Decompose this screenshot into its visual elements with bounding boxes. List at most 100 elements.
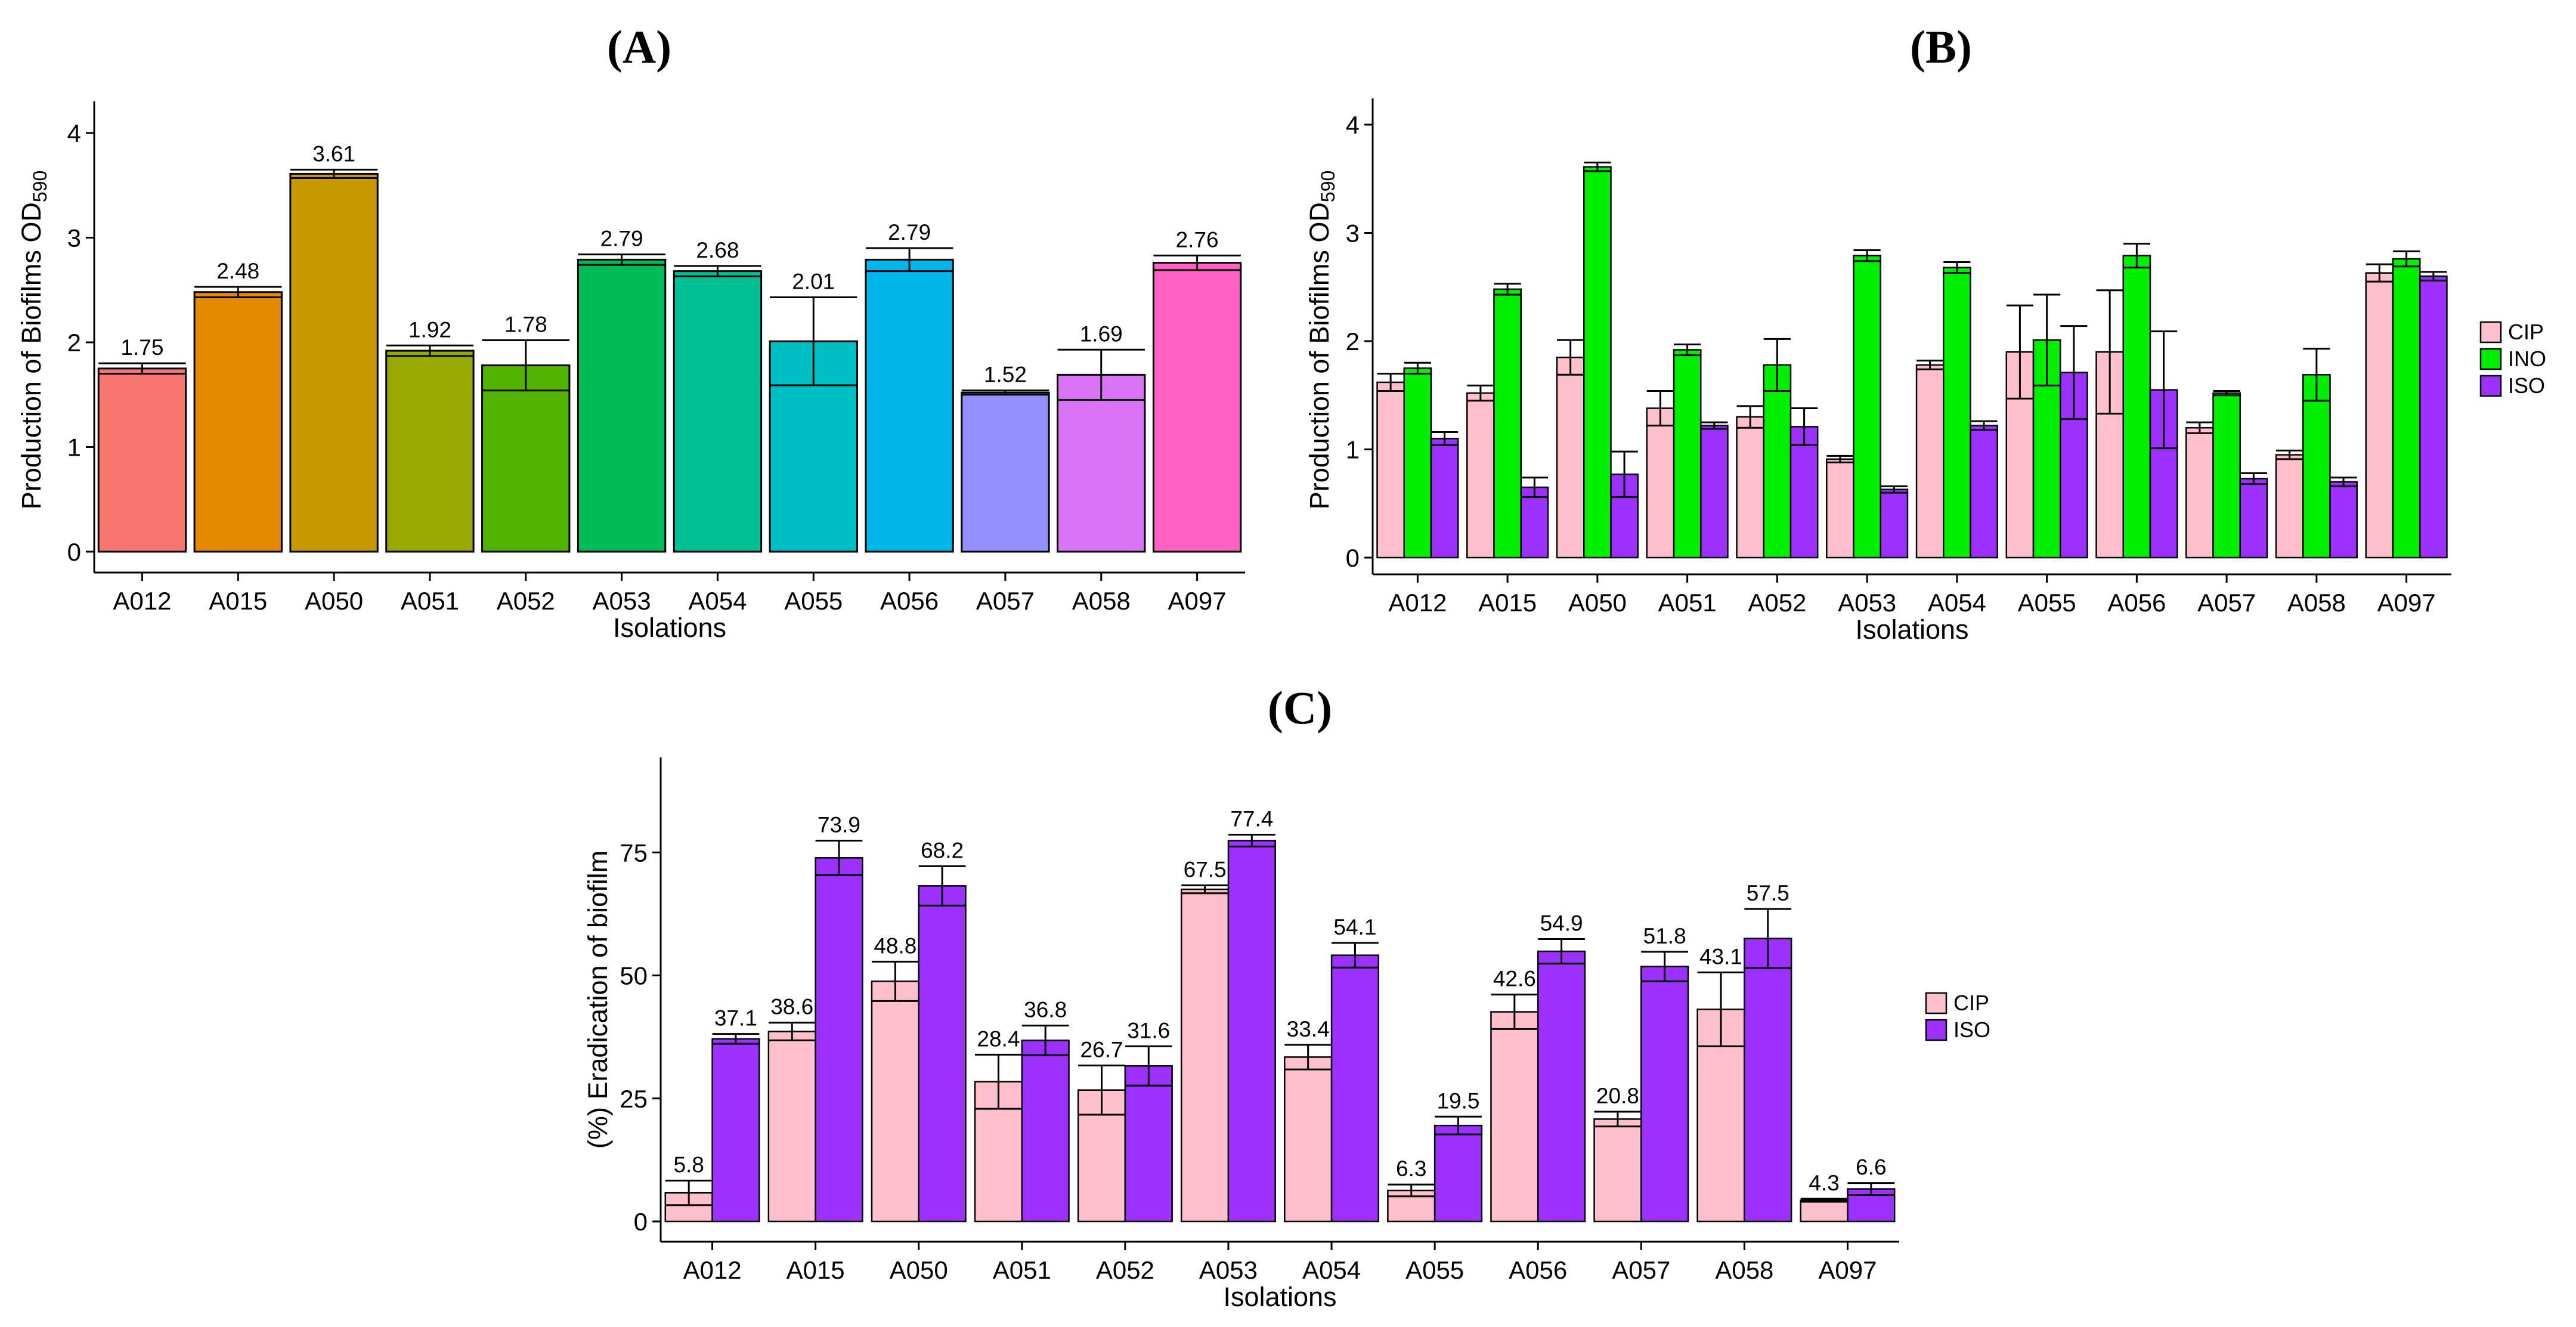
bar-iso-a052 [1124, 1065, 1173, 1223]
y-axis-title-main: Production of Biofilms OD [1304, 202, 1335, 509]
panel-b-title: (B) [1910, 21, 1972, 73]
x-tick-label: A053 [593, 587, 651, 615]
legend-label-iso: ISO [1953, 1017, 1990, 1042]
bar-cip-a050 [1556, 356, 1585, 559]
x-tick-label: A015 [1478, 589, 1537, 617]
bar-cip-a053 [1826, 458, 1854, 559]
y-axis-title: Production of Biofilms OD590 [1304, 171, 1339, 510]
bar-iso-a054 [1330, 954, 1380, 1223]
y-tick-label: 2 [1346, 327, 1360, 355]
bar-a097 [1152, 262, 1242, 553]
x-tick-label: A055 [784, 587, 843, 615]
y-tick-label: 50 [620, 962, 648, 990]
y-axis-title-subscript: 590 [29, 171, 51, 202]
panel-c-chart: 0 25 50 75 5.8 37.1 38.6 73.9 48.8 68.2 28.436.8 26… [583, 757, 1990, 1312]
x-tick-label: A055 [1405, 1256, 1464, 1284]
bar-cip-a097 [1800, 1199, 1849, 1223]
data-label: 4.3 [1809, 1171, 1839, 1195]
x-tick-label: A057 [1612, 1256, 1670, 1284]
bar-a050 [289, 172, 379, 553]
bar-ino-a056 [2122, 255, 2151, 559]
x-axis-title: Isolations [1223, 1282, 1336, 1312]
x-tick-label: A051 [993, 1256, 1051, 1284]
x-tick-label: A057 [2197, 589, 2256, 617]
bar-ino-a050 [1583, 166, 1612, 559]
bar-ino-a097 [2392, 258, 2421, 559]
bar-cip-a015 [767, 1031, 816, 1223]
legend-label-ino: INO [2508, 347, 2546, 371]
bar-cip-a012 [1376, 381, 1405, 559]
x-tick-label: A058 [1072, 587, 1131, 615]
data-label: 48.8 [874, 933, 917, 958]
x-tick-label: A050 [890, 1256, 948, 1284]
data-label: 36.8 [1024, 998, 1067, 1022]
bar-cip-a057 [2185, 426, 2214, 559]
panel-b-chart: 0 1 2 3 4 A012 A015 A050 A051 A052 A053 A054 A055 A05… [1304, 98, 2546, 645]
legend-label-cip: CIP [2508, 320, 2544, 344]
y-tick-label: 1 [1346, 436, 1360, 464]
x-tick-label: A053 [1838, 589, 1896, 617]
bar-cip-a051 [1646, 407, 1675, 559]
legend-swatch-iso [2479, 375, 2502, 397]
data-label: 67.5 [1184, 858, 1227, 882]
bar-iso-a058 [1744, 938, 1792, 1223]
bar-ino-a015 [1493, 288, 1522, 559]
x-tick-label: A054 [1928, 589, 1986, 617]
bar-a052 [481, 364, 571, 553]
legend-swatch-iso [1925, 1019, 1948, 1041]
bar-iso-a051 [1699, 425, 1729, 559]
x-tick-label: A056 [2107, 589, 2166, 617]
y-axis-title: (%) Eradication of biofilm [583, 850, 613, 1149]
legend-swatch-cip [2479, 321, 2502, 344]
panel-a-title: (A) [607, 21, 671, 73]
legend-label-iso: ISO [2508, 373, 2545, 398]
data-label: 31.6 [1127, 1018, 1170, 1043]
data-label: 2.76 [1176, 227, 1219, 252]
bar-cip-a058 [2275, 454, 2304, 559]
bar-iso-a056 [1537, 950, 1586, 1223]
data-label: 2.68 [696, 238, 739, 262]
bar-ino-a058 [2302, 374, 2331, 559]
x-tick-label: A058 [1715, 1256, 1773, 1284]
bar-iso-a015 [1520, 486, 1549, 559]
y-tick-label: 1 [67, 434, 81, 462]
x-tick-label: A050 [1568, 589, 1627, 617]
bar-a015 [193, 291, 283, 553]
bar-iso-a051 [1021, 1040, 1070, 1223]
x-tick-label: A055 [2018, 589, 2076, 617]
bar-a012 [97, 367, 187, 553]
x-tick-label: A015 [787, 1256, 845, 1284]
bar-cip-a097 [2365, 272, 2394, 559]
data-label: 43.1 [1699, 945, 1742, 969]
x-tick-label: A058 [2287, 589, 2346, 617]
y-tick-label: 25 [620, 1085, 648, 1113]
bar-iso-a057 [2239, 478, 2268, 559]
data-label: 54.9 [1540, 911, 1583, 935]
y-axis-title-subscript: 590 [1317, 171, 1339, 202]
bar-cip-a053 [1180, 888, 1230, 1223]
data-label: 38.6 [770, 995, 813, 1019]
bar-cip-a056 [2095, 351, 2125, 559]
x-tick-label: A050 [305, 587, 363, 615]
data-label: 2.79 [888, 220, 931, 245]
bar-iso-a053 [1880, 488, 1909, 559]
y-axis-title-main: Production of Biofilms OD [16, 202, 47, 509]
data-label: 1.78 [504, 312, 547, 336]
data-label: 54.1 [1333, 915, 1376, 939]
y-tick-label: 3 [1346, 219, 1360, 248]
y-tick-label: 3 [67, 224, 81, 252]
data-label: 1.52 [984, 363, 1027, 387]
x-tick-label: A015 [209, 587, 267, 615]
x-tick-label: A052 [1748, 589, 1806, 617]
x-tick-label: A012 [113, 587, 171, 615]
bar-cip-a054 [1915, 364, 1945, 559]
y-tick-label: 0 [1346, 544, 1360, 572]
bar-cip-a050 [871, 980, 919, 1223]
x-tick-label: A057 [976, 587, 1035, 615]
data-label: 73.9 [818, 812, 860, 837]
legend-swatch-cip [1925, 992, 1948, 1014]
bar-iso-a053 [1227, 840, 1276, 1223]
x-tick-label: A097 [1818, 1256, 1877, 1284]
bar-iso-a012 [1430, 438, 1459, 559]
bar-cip-a015 [1466, 392, 1495, 559]
